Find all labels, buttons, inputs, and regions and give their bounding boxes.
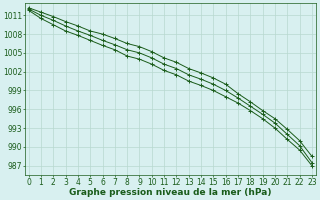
- X-axis label: Graphe pression niveau de la mer (hPa): Graphe pression niveau de la mer (hPa): [69, 188, 271, 197]
